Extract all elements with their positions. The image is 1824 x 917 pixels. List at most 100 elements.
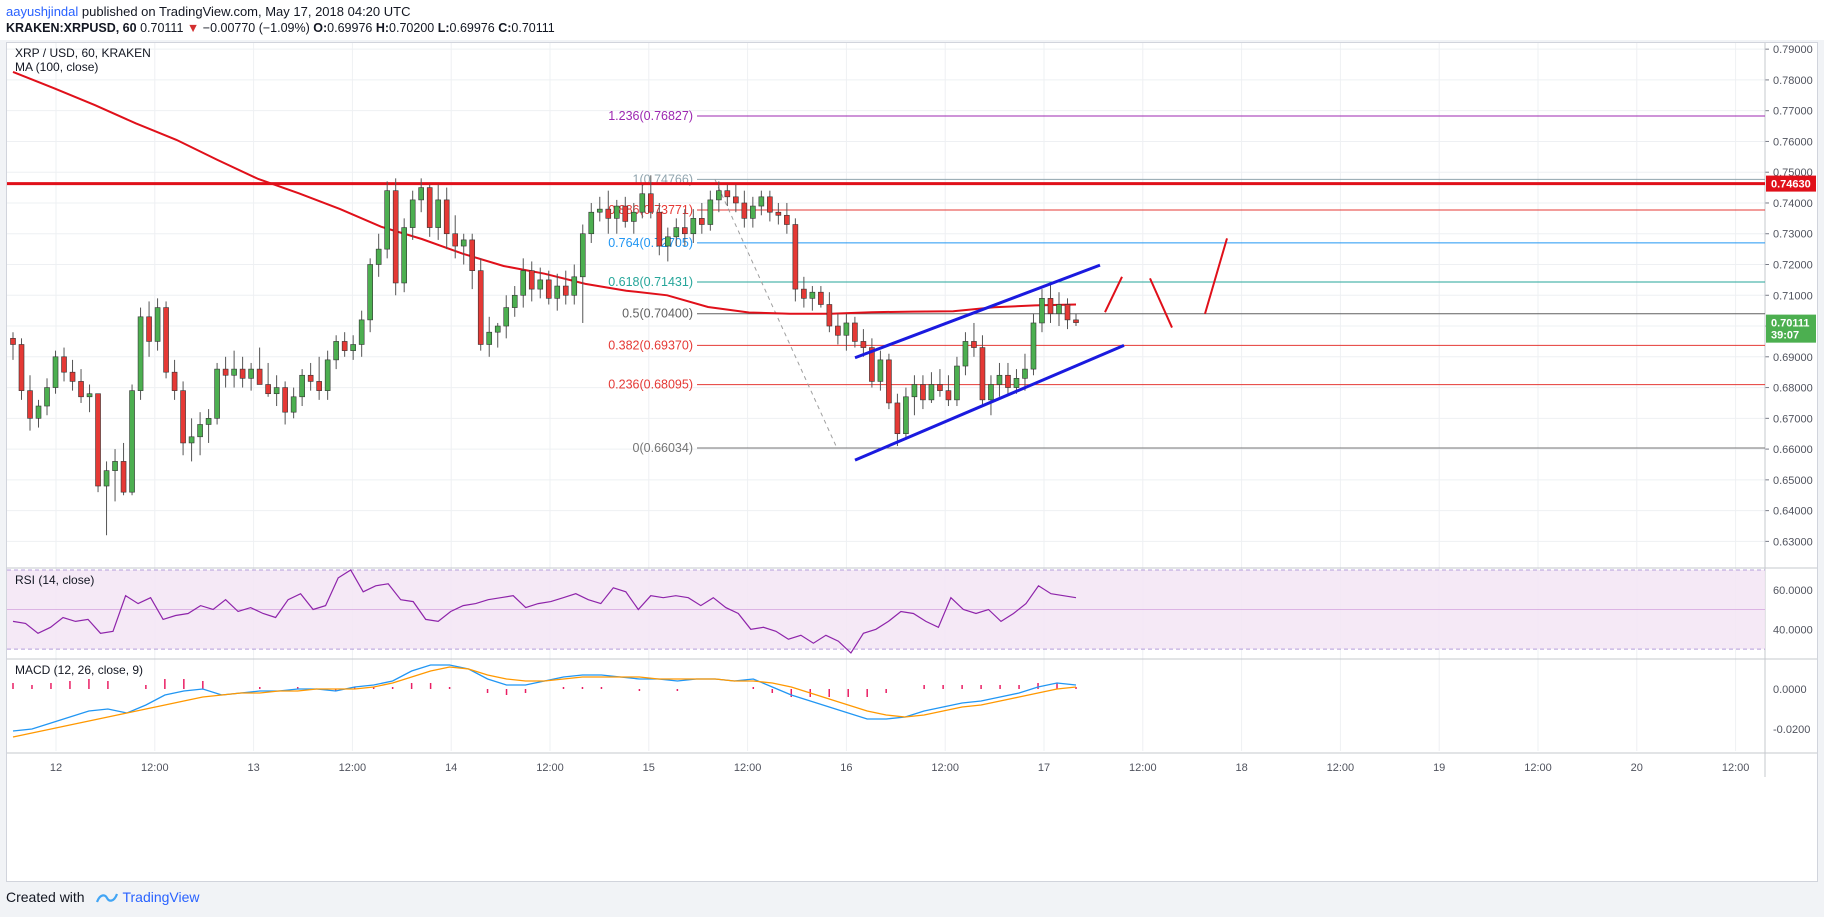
candle <box>716 181 722 213</box>
candle-body <box>341 341 348 351</box>
candle-body <box>27 390 33 419</box>
candle-body <box>1056 304 1062 315</box>
candle-body <box>392 190 399 284</box>
candle-body <box>44 387 50 407</box>
created-with-text: Created with <box>6 889 85 905</box>
candle-body <box>724 190 731 198</box>
candle-body <box>188 436 195 444</box>
candle-body <box>477 270 484 345</box>
candle-body <box>469 239 476 271</box>
candle <box>154 298 161 351</box>
tradingview-brand-link[interactable]: TradingView <box>122 889 200 905</box>
candle <box>78 369 84 403</box>
candle-body <box>231 368 237 376</box>
y-tick-label: 0.67000 <box>1773 413 1813 425</box>
candle <box>392 178 399 296</box>
x-tick-label: 14 <box>445 762 457 774</box>
candle-body <box>146 316 152 342</box>
candle <box>673 218 680 247</box>
candle-body <box>358 319 365 345</box>
candle <box>1056 292 1062 327</box>
candle <box>214 362 220 425</box>
candle <box>886 353 892 410</box>
candle-body <box>52 356 59 388</box>
candle <box>647 175 654 219</box>
candle-body <box>545 279 552 299</box>
candle <box>358 310 365 357</box>
last-price: 0.70111 <box>140 21 184 35</box>
candle-body <box>562 285 569 296</box>
candle-body <box>911 384 918 398</box>
x-tick-label: 12:00 <box>536 762 564 774</box>
x-tick-label: 19 <box>1433 762 1445 774</box>
chart-container[interactable]: 0.79000 0.78000 0.77000 0.76000 0.75000 0.740… <box>6 42 1818 882</box>
candle-body <box>154 307 161 342</box>
channel-upper-line <box>854 263 1101 360</box>
rsi-title: RSI (14, close) <box>15 573 94 587</box>
candle <box>10 332 16 360</box>
candle <box>571 264 578 305</box>
candle-body <box>452 233 459 247</box>
candle-body <box>290 396 297 413</box>
candle-body <box>316 381 322 391</box>
candle-body <box>333 341 339 361</box>
candle <box>1039 289 1045 333</box>
candle <box>767 190 773 222</box>
candle <box>282 381 288 425</box>
candle-body <box>801 288 807 299</box>
candle <box>928 372 935 403</box>
candle-body <box>860 341 867 348</box>
candle <box>27 375 33 431</box>
y-tick-label: 0.66000 <box>1773 444 1813 456</box>
author-link[interactable]: aayushjindal <box>6 4 79 19</box>
fib-level-label: 0.382(0.69370) <box>608 338 693 352</box>
candle-body <box>163 307 169 373</box>
candle <box>265 362 271 397</box>
candle <box>452 215 459 259</box>
candle-body <box>197 424 203 438</box>
published-text: published on TradingView.com, May 17, 20… <box>81 4 411 19</box>
close-value: 0.70111 <box>511 21 555 35</box>
candle-body <box>639 193 646 213</box>
candle <box>494 322 501 348</box>
candle <box>937 369 943 397</box>
candle <box>869 338 875 388</box>
rsi-line <box>12 569 1077 654</box>
chart-canvas[interactable]: 0.790000.780000.770000.760000.750000.740… <box>7 43 1817 881</box>
candle <box>537 267 544 299</box>
x-tick-label: 12:00 <box>734 762 762 774</box>
candle-body <box>129 390 135 493</box>
candle <box>44 378 50 416</box>
close-label: C: <box>498 21 512 35</box>
candle <box>112 449 118 502</box>
candle <box>826 292 833 333</box>
candle <box>988 375 994 416</box>
candle <box>758 190 765 216</box>
candle-body <box>843 322 850 336</box>
candle <box>375 233 382 277</box>
candle-body <box>784 214 790 225</box>
candle <box>1030 313 1037 376</box>
candle <box>1022 353 1028 391</box>
candle-body <box>937 384 943 391</box>
candle <box>520 258 527 308</box>
candle <box>860 329 867 357</box>
candle-body <box>758 196 765 207</box>
candle-body <box>656 211 663 247</box>
candle-body <box>954 365 960 401</box>
candle <box>809 286 816 311</box>
x-tick-label: 16 <box>840 762 852 774</box>
candle-body <box>494 325 501 333</box>
candle <box>171 359 178 400</box>
fib-level-label: 0.764(0.72705) <box>608 236 693 250</box>
candle-body <box>1022 368 1028 379</box>
y-tick-label: 0.77000 <box>1773 106 1813 118</box>
candle-body <box>137 316 144 391</box>
candle-body <box>596 208 603 213</box>
candle <box>954 356 960 407</box>
y-tick-label: 0.71000 <box>1773 290 1813 302</box>
candle <box>273 375 280 407</box>
candle <box>1013 369 1020 394</box>
symbol-label: KRAKEN:XRPUSD, 60 <box>6 21 137 35</box>
candle-body <box>503 307 510 327</box>
